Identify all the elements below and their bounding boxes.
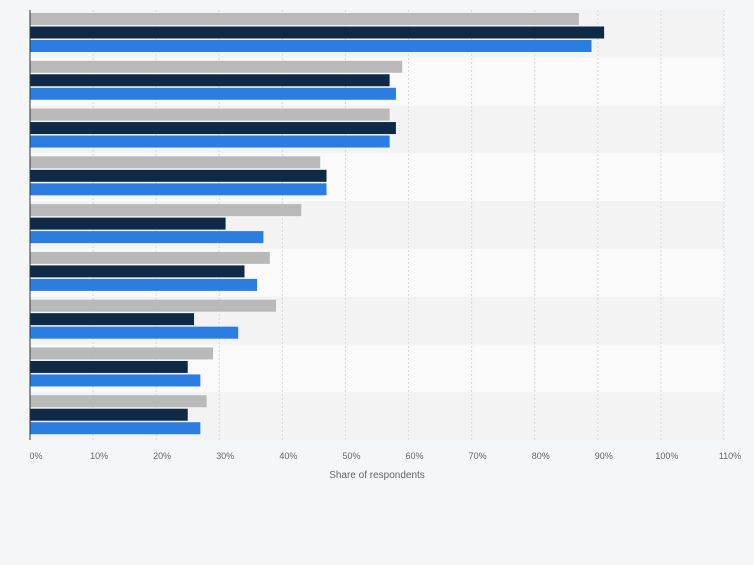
bar [30,74,390,87]
bar [30,26,605,39]
x-axis-label: Share of respondents [329,470,425,481]
bar [30,217,226,230]
bar [30,108,390,121]
x-tick-label: 50% [342,451,360,461]
bar [30,299,277,312]
x-tick-label: 10% [90,451,108,461]
x-tick-label: 0% [29,451,42,461]
bar [30,347,213,360]
bar [30,169,327,182]
bar [30,408,188,421]
bar [30,60,403,73]
bar [30,265,245,278]
bar [30,360,188,373]
x-tick-label: 100% [655,451,678,461]
x-tick-label: 30% [216,451,234,461]
bar [30,183,327,196]
bar [30,231,264,244]
bar [30,40,592,52]
x-tick-label: 70% [469,451,487,461]
bar [30,422,201,435]
x-tick-label: 20% [153,451,171,461]
x-tick-label: 80% [532,451,550,461]
bar [30,251,270,264]
bar [30,204,302,217]
bar [30,278,258,291]
bar [30,395,207,408]
bar [30,374,201,387]
x-tick-label: 90% [595,451,613,461]
x-tick-label: 40% [279,451,297,461]
bar [30,13,579,25]
bar [30,135,390,148]
bar [30,326,239,339]
bar [30,122,396,135]
bar [30,313,195,326]
bar [30,156,321,169]
x-tick-label: 110% [719,451,741,461]
x-tick-label: 60% [406,451,424,461]
bar [30,87,396,100]
